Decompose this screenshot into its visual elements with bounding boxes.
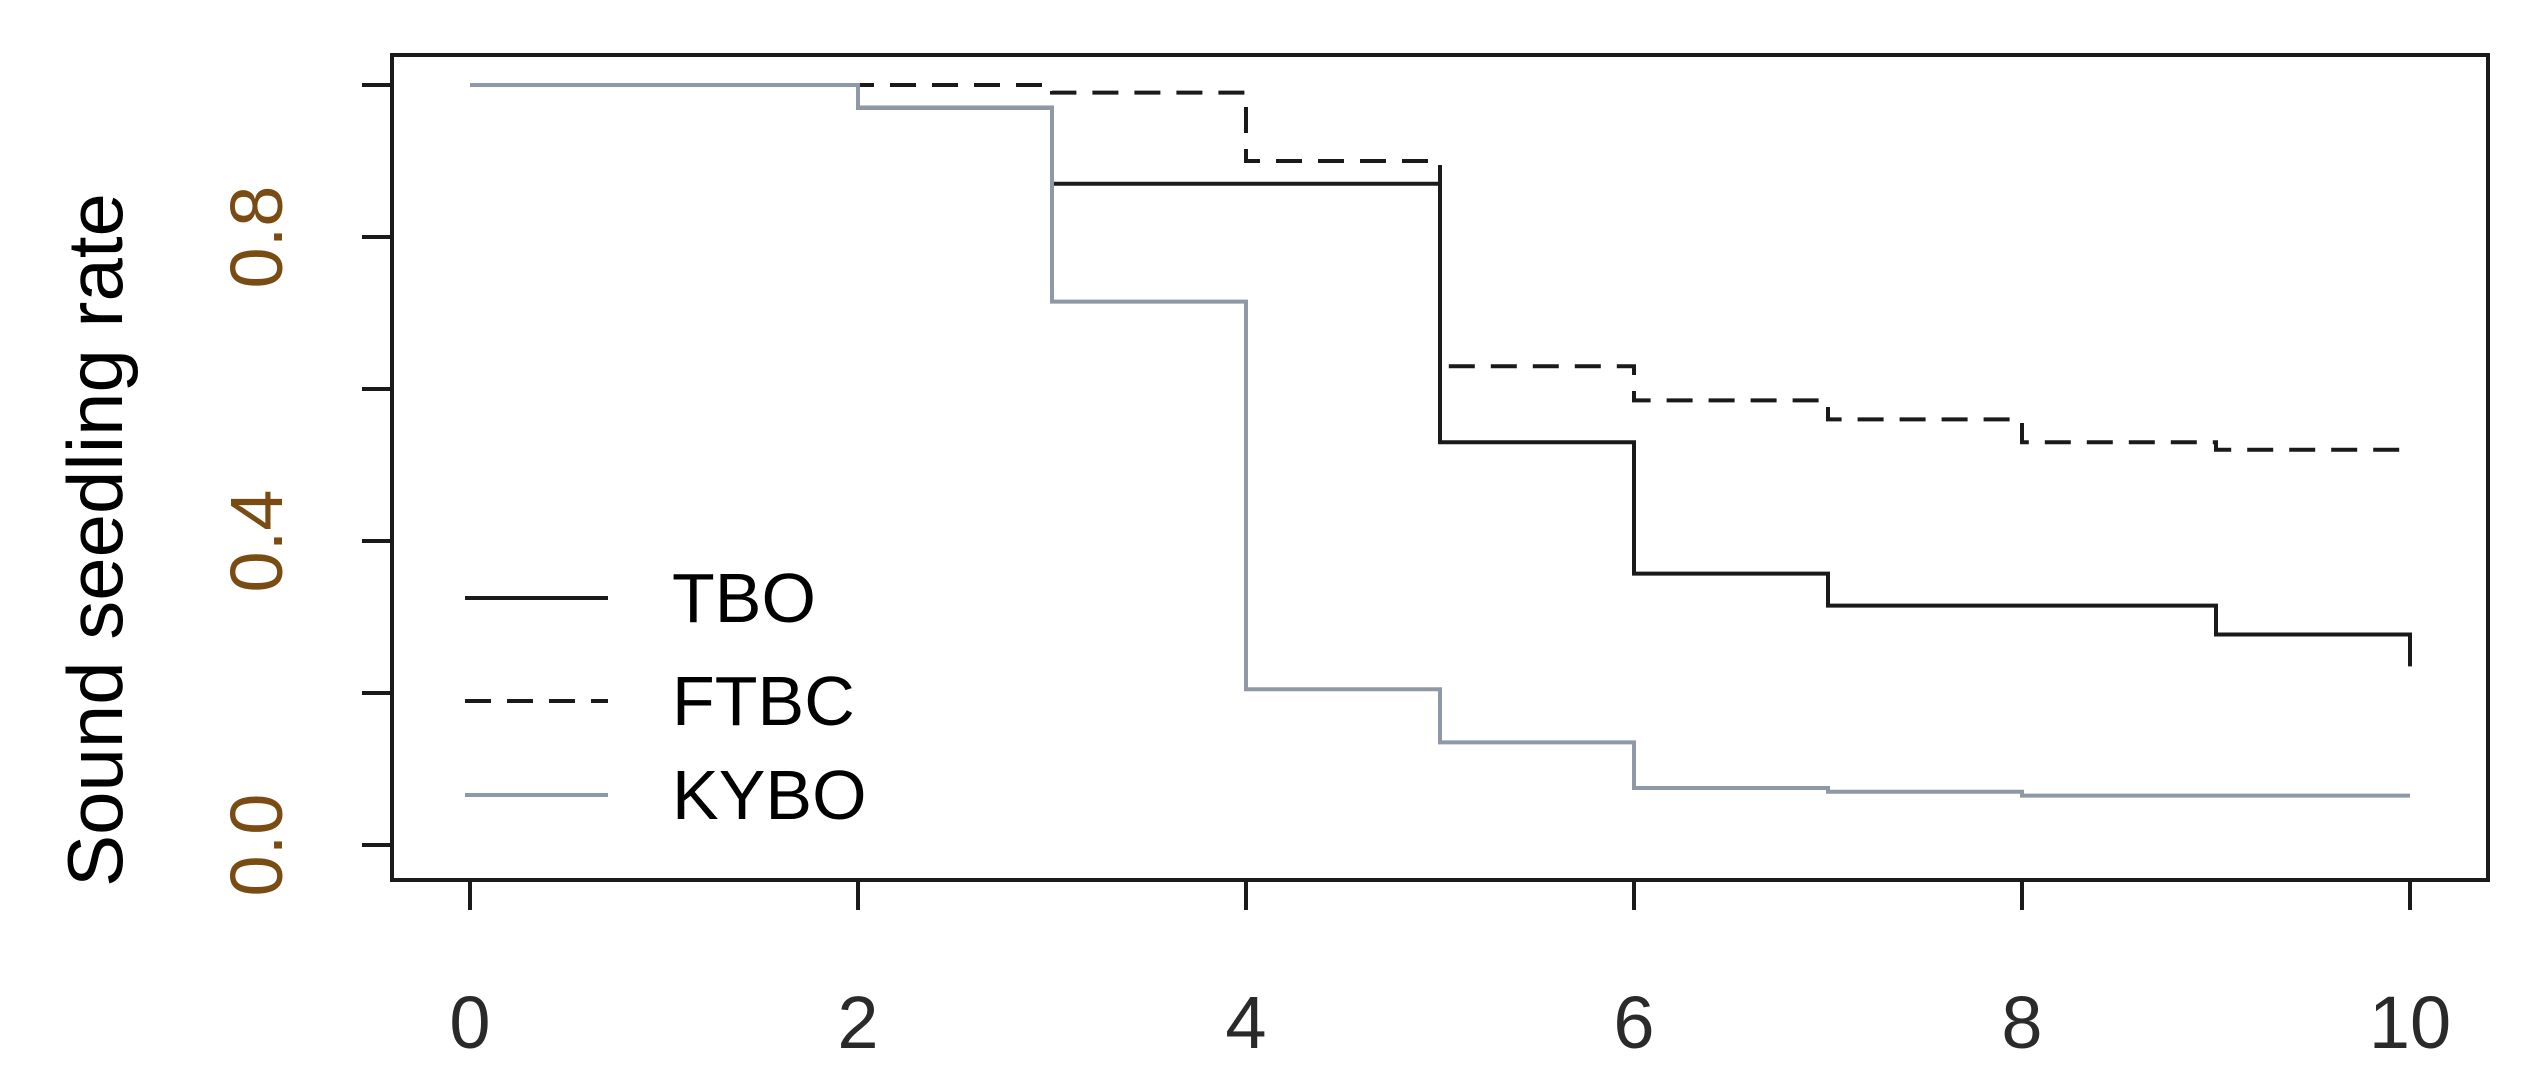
y-tick-label: 0.8 (215, 186, 298, 289)
y-tick-label: 0.0 (215, 794, 298, 897)
legend-label-ftbc: FTBC (672, 662, 855, 740)
axes: 0 2 4 6 8 10 0.0 0.4 0.8 (215, 83, 2451, 1064)
series-line-ftbc (470, 83, 2410, 452)
legend-label-kybo: KYBO (672, 756, 867, 834)
x-tick-label: 2 (837, 981, 878, 1064)
y-axis-label: Sound seedling rate (51, 193, 139, 887)
series-layer (470, 83, 2412, 798)
x-tick-label: 0 (449, 981, 490, 1064)
y-tick-label: 0.4 (215, 490, 298, 593)
x-tick-label: 8 (2001, 981, 2042, 1064)
legend-label-tbo: TBO (672, 559, 816, 637)
x-tick-label: 6 (1613, 981, 1654, 1064)
legend: TBO FTBC KYBO (465, 559, 867, 834)
x-tick-label: 4 (1225, 981, 1266, 1064)
series-line-kybo (470, 83, 2410, 798)
x-tick-label: 10 (2369, 981, 2451, 1064)
